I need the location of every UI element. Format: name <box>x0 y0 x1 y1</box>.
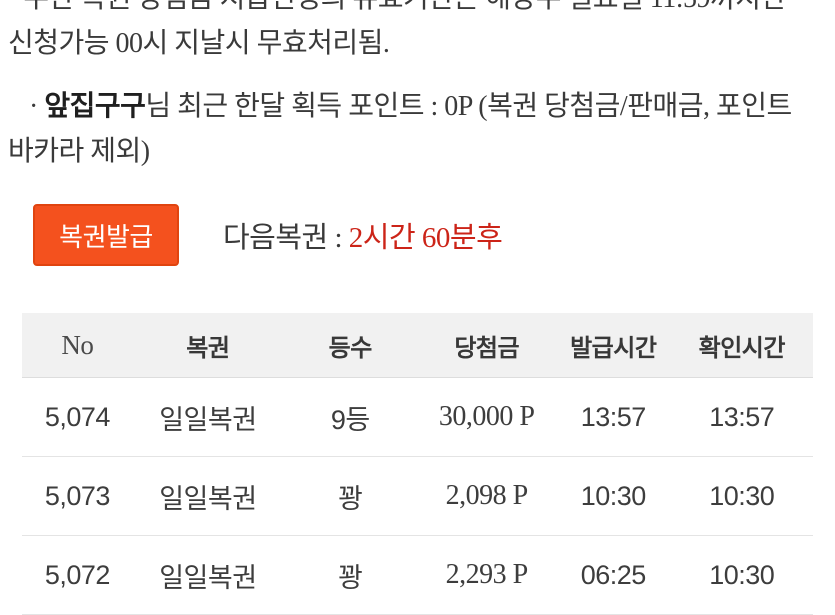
weekly-notice-line-2: 신청가능 00시 지날시 무효처리됨. <box>8 28 390 59</box>
cell-lottery-type: 일일복권 <box>132 377 284 457</box>
cell-confirmed-time: 10:30 <box>670 535 813 615</box>
table-row: 5,073 일일복권 꽝 2,098 P 10:30 10:30 <box>22 456 813 536</box>
cell-rank: 9등 <box>283 377 418 457</box>
cell-issued-time: 13:57 <box>555 377 671 457</box>
cell-issued-time: 10:30 <box>555 456 671 536</box>
cell-no: 5,074 <box>22 377 133 457</box>
weekly-notice: · 주간 복권 당첨금 지급신청의 유효기간은 해당주 일요일 11:59까지만… <box>8 0 786 66</box>
cell-rank: 꽝 <box>283 535 418 615</box>
header-cell-prize: 당첨금 <box>417 313 556 378</box>
username: 앞집구구 <box>44 91 146 122</box>
cell-no: 5,072 <box>22 535 133 615</box>
table-header-row: No 복권 등수 당첨금 발급시간 확인시간 <box>22 313 813 378</box>
header-cell-no: No <box>22 313 133 378</box>
bullet: · <box>29 91 45 122</box>
points-notice-line-2: 바카라 제외) <box>8 136 150 167</box>
points-notice-line-1: · 앞집구구님 최근 한달 획득 포인트 : 0P (복권 당첨금/판매금, 포… <box>8 84 792 129</box>
cell-rank: 꽝 <box>283 456 418 536</box>
cell-prize: 2,293 P <box>417 535 556 615</box>
cell-lottery-type: 일일복권 <box>132 456 284 536</box>
table-row: 5,074 일일복권 9등 30,000 P 13:57 13:57 <box>22 377 813 457</box>
weekly-notice-line-1: · 주간 복권 당첨금 지급신청의 유효기간은 해당주 일요일 11:59까지만 <box>8 0 786 21</box>
cell-no: 5,073 <box>22 456 133 536</box>
countdown-label: 다음복권 : <box>223 222 349 254</box>
issue-section: 복권발급 다음복권 : 2시간 60분후 <box>33 204 503 266</box>
cell-issued-time: 06:25 <box>555 535 671 615</box>
issue-lottery-button[interactable]: 복권발급 <box>33 204 179 266</box>
cell-confirmed-time: 10:30 <box>670 456 813 536</box>
countdown-value: 2시간 60분후 <box>348 222 503 254</box>
cell-lottery-type: 일일복권 <box>132 535 284 615</box>
header-cell-confirmed-time: 확인시간 <box>670 313 813 378</box>
cell-confirmed-time: 13:57 <box>670 377 813 457</box>
next-lottery-countdown: 다음복권 : 2시간 60분후 <box>223 214 503 256</box>
lottery-history-table: No 복권 등수 당첨금 발급시간 확인시간 5,074 일일복권 9등 30,… <box>22 313 813 615</box>
cell-prize: 30,000 P <box>417 377 556 457</box>
cell-prize: 2,098 P <box>417 456 556 536</box>
points-notice-line-1-rest: 님 최근 한달 획득 포인트 : 0P (복권 당첨금/판매금, 포인트 <box>145 91 792 122</box>
table-row: 5,072 일일복권 꽝 2,293 P 06:25 10:30 <box>22 535 813 615</box>
header-cell-rank: 등수 <box>283 313 418 378</box>
points-notice: · 앞집구구님 최근 한달 획득 포인트 : 0P (복권 당첨금/판매금, 포… <box>8 84 792 174</box>
header-cell-lottery: 복권 <box>132 313 284 378</box>
header-cell-issued-time: 발급시간 <box>555 313 671 378</box>
